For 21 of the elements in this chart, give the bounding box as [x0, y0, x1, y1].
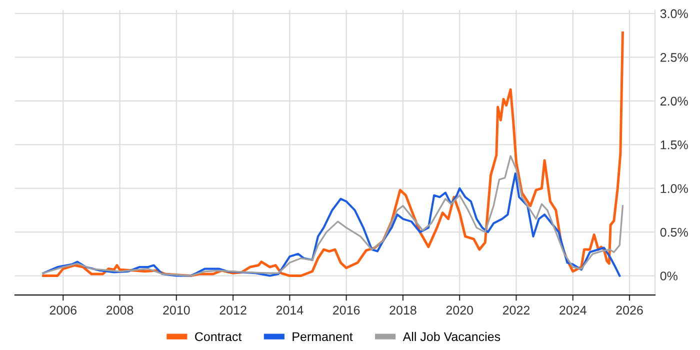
legend-label: Contract: [195, 332, 242, 342]
x-tick-label: 2022: [502, 306, 530, 315]
x-tick-label: 2020: [446, 306, 474, 315]
y-tick-label: 0.5%: [660, 228, 688, 237]
x-tick-label: 2008: [106, 306, 134, 315]
legend-label: Permanent: [292, 332, 353, 342]
x-tick-label: 2012: [220, 306, 246, 315]
y-tick-label: 2.0%: [660, 96, 688, 106]
legend-label: All Job Vacancies: [402, 332, 500, 342]
x-tick-label: 2024: [560, 306, 586, 315]
x-tick-label: 2006: [50, 306, 76, 315]
y-tick-label: 1.0%: [660, 184, 688, 193]
y-tick-label: 0%: [660, 272, 678, 280]
x-tick-label: 2018: [390, 306, 416, 315]
x-tick-label: 2026: [616, 306, 643, 315]
y-tick-label: 2.5%: [660, 53, 688, 62]
x-tick-label: 2016: [333, 306, 360, 315]
y-tick-label: 3.0%: [660, 9, 688, 18]
x-tick-label: 2014: [276, 306, 304, 315]
y-tick-label: 1.5%: [660, 140, 688, 150]
x-tick-label: 2010: [163, 306, 190, 315]
